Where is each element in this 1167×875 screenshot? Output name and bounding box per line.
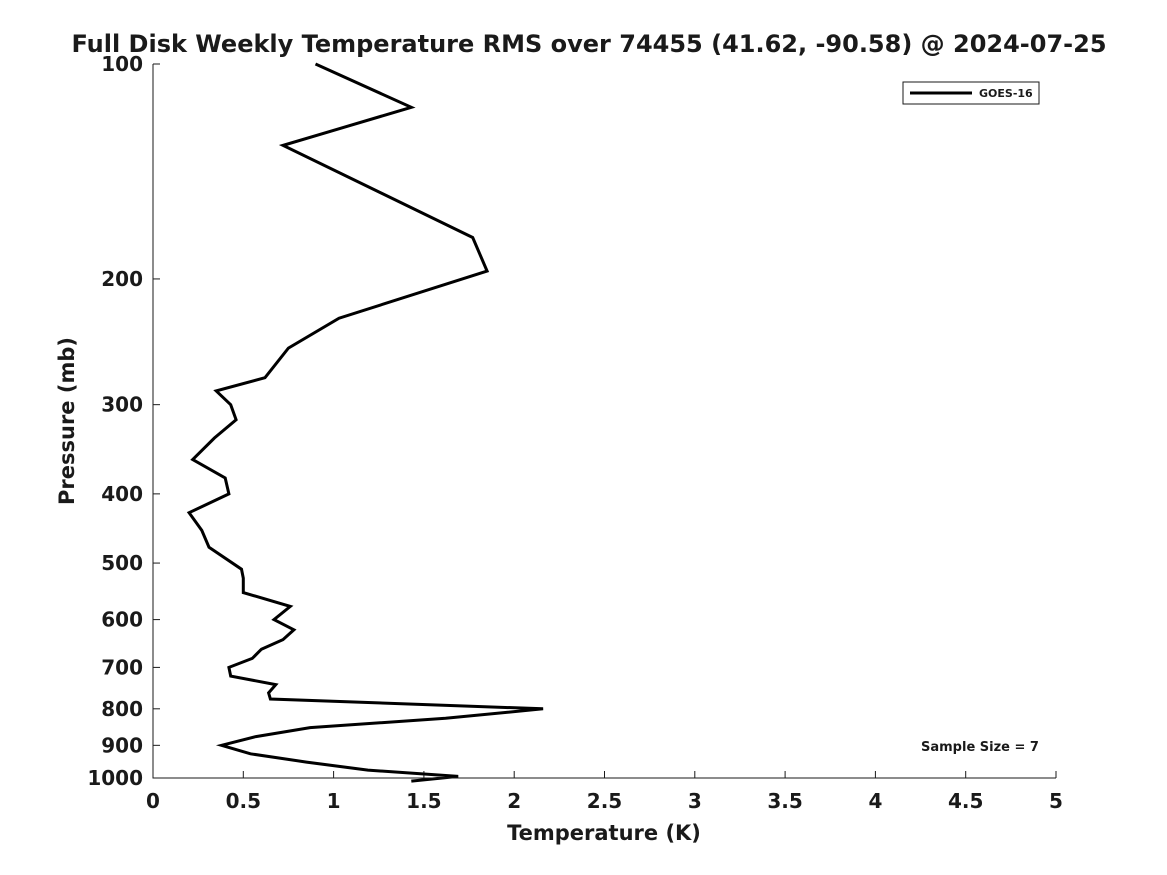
x-tick-label: 4	[868, 789, 882, 813]
y-tick-label: 800	[101, 697, 143, 721]
y-tick-label: 100	[101, 52, 143, 76]
axes-box	[152, 64, 1056, 779]
x-tick-label: 0	[146, 789, 160, 813]
y-axis-label: Pressure (mb)	[55, 337, 79, 505]
x-tick-label: 0.5	[226, 789, 261, 813]
x-tick-label: 2	[507, 789, 521, 813]
series-line-goes-16	[186, 62, 544, 783]
x-tick-label: 1	[327, 789, 341, 813]
x-axis-label: Temperature (K)	[507, 821, 701, 845]
x-tick-label: 4.5	[948, 789, 983, 813]
y-tick-label: 400	[101, 482, 143, 506]
x-tick-label: 3.5	[767, 789, 802, 813]
x-tick-label: 3	[688, 789, 702, 813]
sample-size-note: Sample Size = 7	[921, 740, 1039, 755]
y-tick-label: 200	[101, 267, 143, 291]
x-tick-label: 1.5	[406, 789, 441, 813]
y-tick-label: 600	[101, 608, 143, 632]
y-tick-label: 700	[101, 655, 143, 679]
x-axis-ticks: 0 0.5 1 1.5 2 2.5 3 3.5 4 4.5 5	[146, 771, 1063, 813]
series-layer	[186, 62, 544, 783]
legend: GOES-16	[902, 81, 1040, 105]
x-tick-label: 5	[1049, 789, 1063, 813]
y-tick-label: 500	[101, 551, 143, 575]
y-tick-label: 1000	[87, 766, 143, 790]
x-tick-label: 2.5	[587, 789, 622, 813]
chart-title: Full Disk Weekly Temperature RMS over 74…	[71, 30, 1106, 58]
y-tick-label: 300	[101, 393, 143, 417]
y-tick-label: 900	[101, 733, 143, 757]
legend-label-goes-16: GOES-16	[979, 87, 1033, 100]
y-axis-ticks: 100 200 300 400 500 600 700 800 900 1000	[87, 52, 160, 790]
